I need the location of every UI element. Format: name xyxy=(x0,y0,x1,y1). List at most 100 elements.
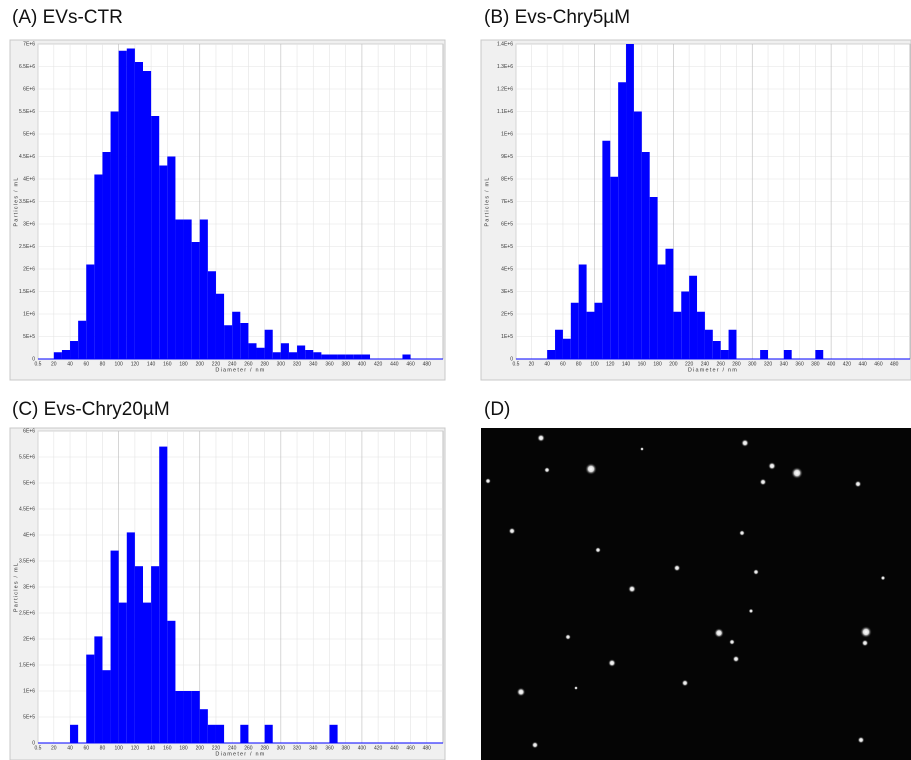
x-tick-label: 80 xyxy=(100,745,106,751)
x-tick-label: 380 xyxy=(811,361,820,367)
bar xyxy=(650,197,658,359)
x-tick-label: 120 xyxy=(606,361,615,367)
bar xyxy=(610,177,618,359)
x-tick-label: 160 xyxy=(638,361,647,367)
y-tick-label: 1E+6 xyxy=(23,311,35,317)
y-tick-label: 1E+6 xyxy=(23,688,35,694)
x-tick-label: 60 xyxy=(560,361,566,367)
bar xyxy=(135,566,143,743)
bar xyxy=(329,725,337,743)
x-tick-label: 360 xyxy=(795,361,804,367)
x-tick-label: 280 xyxy=(260,361,269,367)
bar xyxy=(167,157,175,360)
x-tick-label: 120 xyxy=(131,745,140,751)
bar xyxy=(159,166,167,360)
x-tick-label: 100 xyxy=(115,361,124,367)
bar xyxy=(547,350,555,359)
bar xyxy=(273,352,281,359)
x-tick-label: 0.5 xyxy=(513,361,520,367)
y-tick-label: 3.5E+6 xyxy=(19,199,35,205)
bar xyxy=(346,355,354,360)
chart-panel: 05E+51E+61.5E+62E+62.5E+63E+63.5E+64E+64… xyxy=(10,399,445,760)
bar xyxy=(200,709,208,743)
x-tick-label: 180 xyxy=(179,361,188,367)
y-tick-label: 3E+6 xyxy=(23,221,35,227)
bar xyxy=(658,265,666,360)
bar xyxy=(143,71,151,359)
y-tick-label: 1.3E+6 xyxy=(497,64,513,70)
y-tick-label: 1.2E+6 xyxy=(497,86,513,92)
x-tick-label: 420 xyxy=(374,745,383,751)
x-tick-label: 320 xyxy=(764,361,773,367)
x-tick-label: 280 xyxy=(260,745,269,751)
bar xyxy=(681,292,689,360)
bar xyxy=(713,341,721,359)
x-tick-label: 340 xyxy=(309,745,318,751)
bar xyxy=(184,691,192,743)
bar xyxy=(151,116,159,359)
x-tick-label: 20 xyxy=(529,361,535,367)
bar xyxy=(313,352,321,359)
y-tick-label: 7E+5 xyxy=(501,199,513,205)
x-tick-label: 320 xyxy=(293,361,302,367)
y-tick-label: 6E+6 xyxy=(23,86,35,92)
x-tick-label: 100 xyxy=(115,745,124,751)
y-tick-label: 3E+5 xyxy=(501,289,513,295)
bar xyxy=(94,175,102,360)
y-tick-label: 2E+5 xyxy=(501,311,513,317)
bar xyxy=(689,276,697,359)
bar xyxy=(402,355,410,360)
x-tick-label: 460 xyxy=(406,745,415,751)
bar xyxy=(571,303,579,359)
y-axis-title: Particles / mL xyxy=(13,562,19,612)
y-tick-label: 4.5E+6 xyxy=(19,506,35,512)
y-tick-label: 9E+5 xyxy=(501,154,513,160)
chart-panel: 01E+52E+53E+54E+55E+56E+57E+58E+59E+51E+… xyxy=(481,7,911,380)
bar xyxy=(329,355,337,360)
bar xyxy=(78,321,86,359)
bar xyxy=(240,323,248,359)
y-tick-label: 1E+5 xyxy=(501,334,513,340)
x-tick-label: 400 xyxy=(358,361,367,367)
bar xyxy=(192,691,200,743)
x-tick-label: 100 xyxy=(590,361,599,367)
y-tick-label: 5.5E+6 xyxy=(19,109,35,115)
y-tick-label: 7E+6 xyxy=(23,41,35,47)
bar xyxy=(665,249,673,359)
x-tick-label: 200 xyxy=(196,745,205,751)
x-tick-label: 460 xyxy=(406,361,415,367)
x-tick-label: 20 xyxy=(51,361,57,367)
panel-title: (B) Evs-Chry5µM xyxy=(484,7,630,28)
bar xyxy=(86,655,94,743)
y-tick-label: 4E+6 xyxy=(23,176,35,182)
bar xyxy=(208,725,216,743)
x-tick-label: 400 xyxy=(827,361,836,367)
bar xyxy=(54,352,62,359)
x-tick-label: 420 xyxy=(843,361,852,367)
x-tick-label: 40 xyxy=(67,361,73,367)
y-tick-label: 4.5E+6 xyxy=(19,154,35,160)
panel-title: (C) Evs-Chry20µM xyxy=(12,399,170,420)
bar xyxy=(151,566,159,743)
x-tick-label: 200 xyxy=(196,361,205,367)
y-tick-label: 1E+6 xyxy=(501,131,513,137)
x-tick-label: 80 xyxy=(576,361,582,367)
x-tick-label: 160 xyxy=(163,745,172,751)
x-tick-label: 240 xyxy=(701,361,710,367)
x-tick-label: 120 xyxy=(131,361,140,367)
panel-title: (D) xyxy=(484,399,510,420)
x-tick-label: 360 xyxy=(325,745,334,751)
x-tick-label: 40 xyxy=(544,361,550,367)
bar xyxy=(257,348,265,359)
x-tick-label: 440 xyxy=(390,745,399,751)
bar xyxy=(305,350,313,359)
x-tick-label: 0.5 xyxy=(35,361,42,367)
bar xyxy=(159,447,167,743)
x-tick-label: 0.5 xyxy=(35,745,42,751)
x-tick-label: 20 xyxy=(51,745,57,751)
bar xyxy=(119,51,127,359)
bar xyxy=(697,312,705,359)
y-tick-label: 2E+6 xyxy=(23,636,35,642)
x-axis-title: Diameter / nm xyxy=(215,367,265,373)
bar xyxy=(184,220,192,360)
